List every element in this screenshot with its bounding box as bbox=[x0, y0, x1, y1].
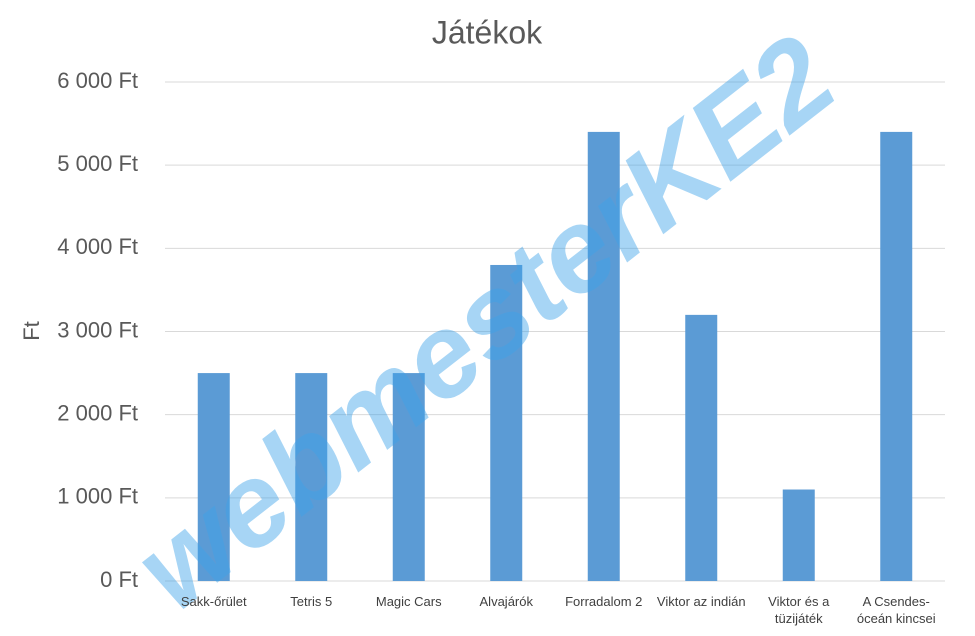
x-tick-label: A Csendes-óceán kincsei bbox=[856, 594, 936, 626]
watermark: webmesterKE2 bbox=[111, 11, 859, 636]
x-tick-label: Viktor és a tüzijáték bbox=[768, 594, 830, 626]
y-tick-label: 5 000 Ft bbox=[57, 151, 138, 176]
y-tick-label: 0 Ft bbox=[100, 567, 138, 592]
bar bbox=[197, 373, 230, 581]
bar bbox=[490, 264, 523, 581]
bar bbox=[295, 373, 328, 581]
y-tick-label: 6 000 Ft bbox=[57, 68, 138, 93]
bar bbox=[880, 131, 913, 581]
x-tick-label: Tetris 5 bbox=[290, 594, 333, 609]
y-tick-label: 4 000 Ft bbox=[57, 234, 138, 259]
x-tick-label: Magic Cars bbox=[375, 594, 442, 609]
y-tick-label: 3 000 Ft bbox=[57, 317, 138, 342]
chart-title: Játékok bbox=[432, 14, 543, 50]
x-tick-label: Forradalom 2 bbox=[565, 594, 643, 609]
x-tick-label: Sakk-őrület bbox=[180, 594, 247, 609]
bar bbox=[392, 373, 425, 581]
y-tick-label: 2 000 Ft bbox=[57, 400, 138, 425]
y-tick-label: 1 000 Ft bbox=[57, 484, 138, 509]
bar bbox=[587, 131, 620, 581]
x-tick-label: Alvajárók bbox=[479, 594, 533, 609]
bar bbox=[782, 489, 815, 581]
x-tick-label: Viktor az indián bbox=[656, 594, 746, 609]
y-axis-label: Ft bbox=[19, 321, 44, 341]
bar bbox=[685, 314, 718, 581]
